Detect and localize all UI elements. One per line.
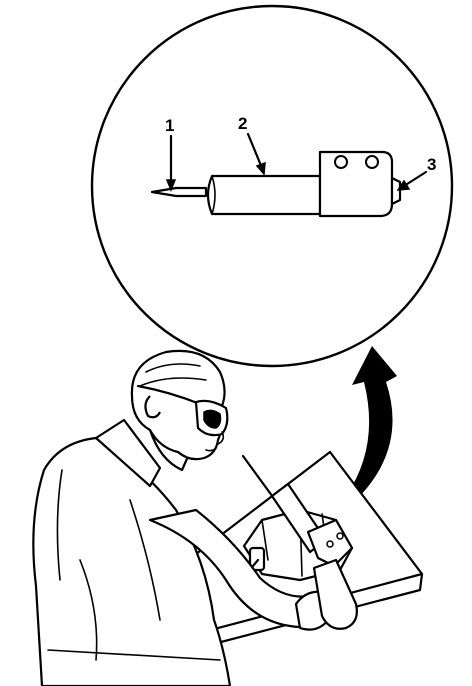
end-cap <box>390 176 402 206</box>
callout-1: 1 <box>165 116 174 135</box>
magnify-arrow <box>346 346 397 500</box>
callout-3: 3 <box>427 155 436 174</box>
callout-leaders <box>165 132 428 193</box>
barrel-body <box>206 174 322 216</box>
mount-hole-left <box>334 155 348 169</box>
mount-hole-right <box>365 155 379 169</box>
tool-in-vise <box>241 454 354 568</box>
head-block <box>318 150 394 218</box>
technician <box>32 349 358 686</box>
detail-view: 1 2 3 <box>90 4 454 368</box>
detail-tool <box>150 150 402 218</box>
callout-2: 2 <box>238 114 247 133</box>
